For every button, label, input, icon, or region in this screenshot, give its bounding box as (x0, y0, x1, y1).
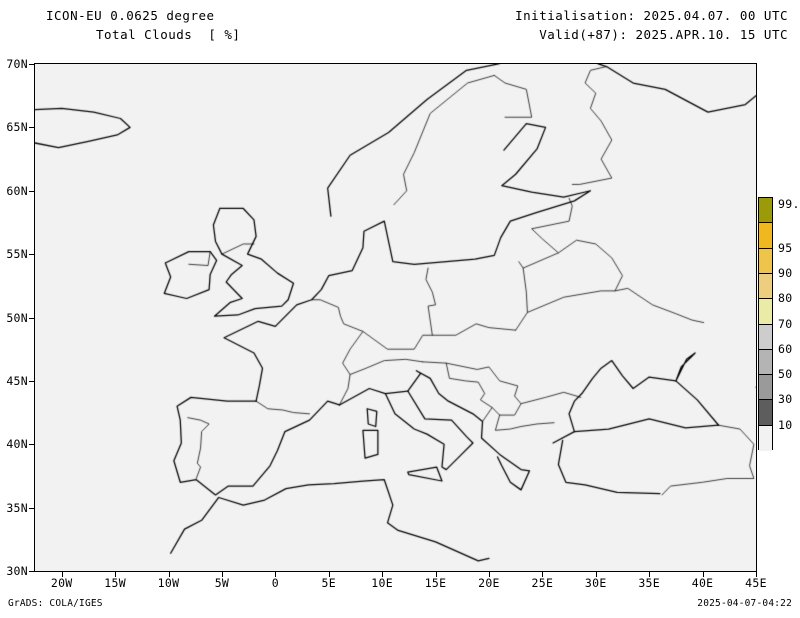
lat-tick-label: 70N (6, 57, 28, 71)
colorbar-band (759, 425, 772, 451)
lon-tick-mark (649, 571, 651, 577)
colorbar-separator (758, 272, 773, 274)
lon-tick-mark (595, 571, 597, 577)
colorbar-separator (758, 222, 773, 224)
lat-tick-mark (29, 380, 35, 382)
lon-tick-label: 5W (214, 576, 230, 590)
lon-tick-label: 30E (584, 576, 607, 590)
lon-tick-mark (328, 571, 330, 577)
lon-tick-mark (61, 571, 63, 577)
lat-tick-label: 30N (6, 564, 28, 578)
lat-tick-mark (29, 317, 35, 319)
lon-tick-label: 10E (371, 576, 393, 590)
lat-tick-mark (29, 444, 35, 446)
colorbar-band (759, 248, 772, 274)
lon-tick-mark (382, 571, 384, 577)
model-title: ICON-EU 0.0625 degree (46, 8, 215, 23)
colorbar-band (759, 349, 772, 376)
colorbar-tick-label: 60 (778, 341, 793, 356)
lat-tick-label: 45N (6, 373, 28, 388)
lon-tick-label: 20E (478, 576, 500, 590)
lat-tick-mark (29, 190, 35, 192)
lat-tick-mark (29, 64, 35, 65)
lon-tick-mark (756, 571, 757, 577)
lon-tick-mark (115, 571, 117, 577)
initialisation-time: Initialisation: 2025.04.07. 00 UTC (515, 8, 788, 23)
colorbar-tick-label: 50 (778, 367, 793, 382)
lon-tick-mark (221, 571, 223, 577)
valid-time: Valid(+87): 2025.APR.10. 15 UTC (539, 27, 788, 42)
colorbar-separator (758, 348, 773, 350)
colorbar-band (759, 375, 772, 401)
colorbar-tick-label: 80 (778, 291, 793, 306)
colorbar-tick-label: 90 (778, 265, 793, 280)
lon-tick-label: 40E (691, 576, 714, 590)
colorbar-separator (758, 298, 773, 300)
lon-tick-label: 0 (271, 576, 279, 590)
field-title: Total Clouds [ %] (96, 27, 241, 42)
grads-credit: GrADS: COLA/IGES (8, 598, 103, 609)
colorbar-tick-label: 70 (778, 316, 793, 331)
lon-tick-label: 35E (638, 576, 660, 590)
colorbar-tick-label: 99.5 (778, 197, 800, 211)
colorbar-band (759, 299, 772, 325)
lon-tick-label: 15W (104, 576, 126, 590)
lon-tick-mark (168, 571, 170, 577)
lat-tick-mark (29, 127, 35, 129)
colorbar-separator (758, 374, 773, 376)
lon-tick-mark (275, 571, 277, 577)
colorbar-tick-label: 10 (778, 417, 793, 432)
lat-tick-mark (29, 254, 35, 256)
lon-tick-mark (435, 571, 437, 577)
lon-tick-label: 20W (50, 576, 73, 590)
lon-tick-mark (702, 571, 704, 577)
colorbar-tick-label: 30 (778, 392, 793, 407)
lon-tick-mark (488, 571, 490, 577)
lat-tick-mark (29, 507, 35, 509)
render-timestamp: 2025-04-07-04:22 (697, 598, 792, 609)
colorbar-separator (758, 323, 773, 325)
colorbar-separator (758, 247, 773, 249)
header-bar: ICON-EU 0.0625 degree Total Clouds [ %] … (0, 0, 800, 54)
lon-tick-label: 45E (745, 576, 767, 590)
lat-tick-label: 60N (6, 183, 28, 198)
lat-tick-label: 65N (6, 120, 28, 135)
lat-tick-label: 50N (6, 310, 28, 325)
cloud-cover-heatmap (35, 64, 756, 571)
colorbar-band (759, 198, 772, 224)
lon-tick-label: 10W (157, 576, 180, 590)
colorbar-band (759, 223, 772, 249)
colorbar-band (759, 324, 772, 350)
map-plot-area (34, 63, 757, 572)
lon-tick-label: 15E (424, 576, 447, 590)
lat-tick-label: 40N (6, 437, 28, 452)
lat-tick-mark (29, 571, 35, 572)
lon-tick-label: 5E (321, 576, 336, 590)
lat-tick-label: 55N (6, 247, 28, 262)
colorbar-tick-label: 95 (778, 240, 793, 255)
lon-tick-mark (542, 571, 544, 577)
colorbar-separator (758, 424, 773, 426)
lon-tick-label: 25E (531, 576, 554, 590)
lat-tick-label: 35N (6, 500, 28, 515)
colorbar-band (759, 400, 772, 426)
colorbar-band (759, 273, 772, 300)
colorbar-separator (758, 399, 773, 401)
